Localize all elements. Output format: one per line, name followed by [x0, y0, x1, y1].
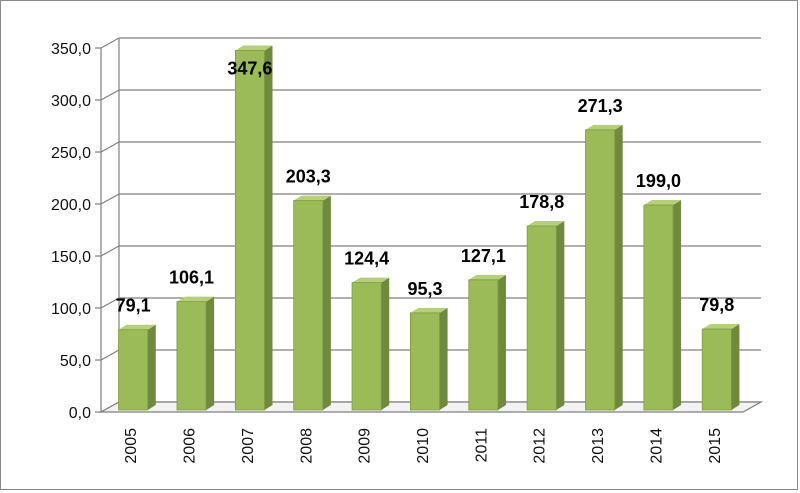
y-tick-label: 150,0: [51, 249, 91, 266]
bar: [234, 50, 265, 411]
x-tick-label: 2014: [648, 428, 665, 464]
bar-top: [585, 124, 623, 130]
bar-top: [176, 296, 215, 302]
x-tick-label: 2006: [182, 428, 199, 464]
data-label: 178,8: [519, 192, 564, 212]
bar-side: [731, 324, 740, 410]
y-tick-label: 100,0: [51, 301, 91, 318]
y-tick-label: 200,0: [51, 197, 91, 214]
bar: [701, 328, 732, 411]
bar-side: [439, 307, 448, 410]
bar-side: [673, 200, 682, 410]
gridline-side: [100, 245, 120, 257]
gridline-side: [100, 37, 120, 49]
bar: [643, 204, 674, 411]
data-label: 79,1: [116, 296, 151, 316]
data-label: 271,3: [578, 96, 623, 116]
bar-top: [235, 45, 273, 51]
gridline-side: [100, 89, 120, 101]
bar-side: [381, 277, 390, 410]
data-label: 203,3: [286, 167, 331, 187]
data-label: 199,0: [636, 171, 681, 191]
x-tick-label: 2015: [707, 428, 724, 464]
gridline-side: [100, 297, 120, 309]
x-tick-label: 2008: [298, 428, 315, 464]
data-label: 124,4: [344, 249, 389, 269]
data-label: 127,1: [461, 246, 506, 266]
bar: [293, 200, 324, 411]
x-tick-label: 2011: [473, 428, 490, 463]
bar-top: [293, 195, 331, 201]
gridline-side: [100, 349, 120, 361]
x-tick-label: 2009: [357, 428, 374, 464]
bar: [410, 312, 440, 411]
data-label: 79,8: [699, 295, 734, 315]
data-label: 106,1: [169, 268, 214, 288]
y-tick-label: 300,0: [51, 93, 91, 110]
gridline-side: [100, 193, 120, 205]
bar-top: [118, 324, 156, 330]
data-label: 347,6: [227, 58, 272, 78]
y-tick-label: 0,0: [69, 405, 91, 422]
bar-side: [206, 296, 215, 410]
bar: [585, 129, 616, 411]
x-tick-label: 2007: [240, 428, 257, 464]
bar: [118, 329, 149, 411]
x-tick-label: 2005: [123, 428, 140, 464]
bar: [526, 225, 557, 411]
bar: [468, 279, 499, 411]
bar-side: [556, 221, 565, 410]
bar-top: [643, 200, 682, 206]
x-tick-label: 2013: [590, 428, 607, 464]
x-tick-label: 2010: [415, 428, 432, 464]
x-tick-label: 2012: [532, 428, 549, 464]
bar-top: [352, 277, 390, 283]
bar-top: [410, 307, 448, 313]
bar-side: [322, 195, 331, 410]
bar-side: [614, 124, 623, 411]
bar-top: [702, 324, 740, 330]
bar-top: [527, 221, 565, 227]
gridline-side: [100, 141, 120, 153]
bar-side: [264, 45, 273, 410]
bar-side: [497, 274, 506, 410]
data-label: 95,3: [407, 279, 442, 299]
bar-top: [468, 274, 506, 280]
bar: [176, 301, 207, 411]
bar-side: [147, 324, 156, 410]
y-tick-label: 50,0: [60, 353, 91, 370]
bar: [351, 282, 382, 411]
y-tick-label: 250,0: [51, 145, 91, 162]
y-tick-label: 350,0: [51, 41, 91, 58]
